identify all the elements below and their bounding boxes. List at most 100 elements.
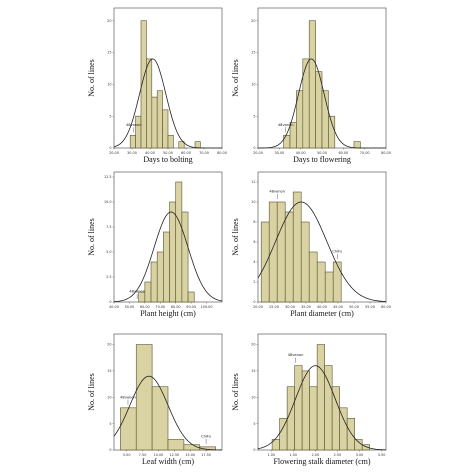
histogram-bar [129,134,136,149]
histogram-bar [268,201,278,303]
normal-curve [113,211,223,303]
histogram-bar [332,261,342,303]
x-tick-label: 80.00 [217,151,227,155]
x-tick-label: 40.00 [145,151,155,155]
histogram-bar [156,251,164,303]
x-tick-label: 10.00 [154,453,164,457]
x-axis-label: Plant diameter (cm) [290,309,354,318]
x-tick-label: 7.50 [139,453,147,457]
x-tick-label: 25.00 [269,305,279,309]
histogram-bar [167,134,174,149]
y-axis-label: No. of lines [87,59,96,97]
x-tick-label: 12.50 [169,453,179,457]
x-tick-label: 17.50 [201,453,211,457]
histogram-bar [169,201,177,303]
chart-plant-height: 40.00 50.00 60.00 70.00 80.00 90.00 100.00 0 2.5… [87,171,223,318]
y-tick-label: 0 [253,146,255,150]
x-tick-label: 70.00 [155,305,165,309]
histogram-bar [178,141,185,149]
normal-curve [113,375,223,451]
chart-plant-diameter: 20.00 25.00 30.00 35.00 40.00 45.00 50.00 55.00… [231,171,391,318]
x-tick-label: 50.00 [163,151,173,155]
histogram-bar [339,407,348,451]
histogram-bar [308,20,316,149]
histogram-bar [194,141,201,149]
histogram-bar [260,221,270,303]
x-tick-label: 80.00 [171,305,181,309]
x-tick-label: 1.00 [267,453,275,457]
x-tick-label: 100.00 [201,305,213,309]
histogram-bar [279,418,288,451]
histogram-bar [316,344,325,451]
x-tick-label: 60.00 [140,305,150,309]
x-tick-label: 50.00 [125,305,135,309]
annotation-label: 48vanon [120,395,136,399]
y-tick-label: 4 [253,260,255,264]
y-axis-label: No. of lines [87,373,96,411]
x-tick-label: 30.00 [127,151,137,155]
x-axis-label: Days to bolting [143,155,192,164]
histogram-bar [284,211,294,303]
y-tick-label: 15 [107,51,111,55]
y-tick-label: 2.5 [106,275,111,279]
histogram-bar [283,134,291,149]
y-tick-label: 10 [251,200,255,204]
x-axis-label: Days to flowering [293,155,351,164]
histogram-bar [316,261,326,303]
x-tick-label: 90.00 [186,305,196,309]
y-tick-label: 5 [109,422,111,426]
x-tick-label: 35.00 [301,305,311,309]
annotation-label: 48vanon [278,123,294,127]
y-tick-label: 10 [251,83,255,87]
x-tick-label: 30.00 [274,151,284,155]
y-tick-label: 8 [253,220,255,224]
x-axis-label: Leaf width (cm) [142,457,194,466]
histogram-bar [286,386,295,451]
histogram-bar [146,58,153,149]
histogram-bar [199,446,216,451]
annotation-label: 48vanon [269,190,285,194]
normal-curve [113,58,222,149]
histogram-bar [144,281,152,303]
x-tick-label: 15.00 [185,453,195,457]
histogram-bar [175,181,183,303]
x-tick-label: 20.00 [253,151,263,155]
y-tick-label: 12.5 [104,175,112,179]
x-tick-label: 3.50 [378,453,386,457]
histogram-bar [135,344,153,451]
y-axis-label: No. of lines [231,59,240,97]
x-tick-label: 30.00 [285,305,295,309]
x-axis-label: Plant height (cm) [140,309,196,318]
x-tick-label: 20.00 [109,151,119,155]
chart-leaf-width: 5.00 7.50 10.00 12.50 15.00 17.50 0 5 10 15 20 Leaf… [87,333,223,466]
histogram-bar [353,141,361,149]
x-tick-label: 60.00 [181,151,191,155]
histogram-bar [156,90,163,149]
histogram-bar [151,386,169,451]
x-tick-label: 60.00 [338,151,348,155]
histogram-bar [292,191,302,303]
x-tick-label: 2.50 [334,453,342,457]
histogram-bar [167,439,185,451]
x-axis-label: Flowering stalk diameter (cm) [273,457,370,466]
y-tick-label: 0 [109,448,111,452]
y-tick-label: 0 [253,300,255,304]
annotation-label: 48vanon [126,123,142,127]
histogram-bar [346,418,355,451]
annotation-label: ChiFu [201,434,211,438]
normal-curve [257,201,387,302]
histogram-bar [309,386,318,451]
histogram-bar [150,261,158,303]
histogram-bar [308,251,318,303]
histogram-bar [276,201,286,303]
histogram-bar [328,115,336,149]
histogram-bar [151,96,158,149]
y-tick-label: 5.0 [106,250,111,254]
y-tick-label: 20 [107,19,111,23]
annotation-label: ChiFu [332,250,342,254]
y-tick-label: 10 [107,83,111,87]
chart-flowering-stalk-diameter: 1.00 1.50 2.00 2.50 3.00 3.50 0 5 10 15 20 Flowerin… [231,333,387,466]
x-tick-label: 80.00 [381,151,391,155]
histogram-bar [315,71,323,149]
normal-curve [257,365,387,451]
